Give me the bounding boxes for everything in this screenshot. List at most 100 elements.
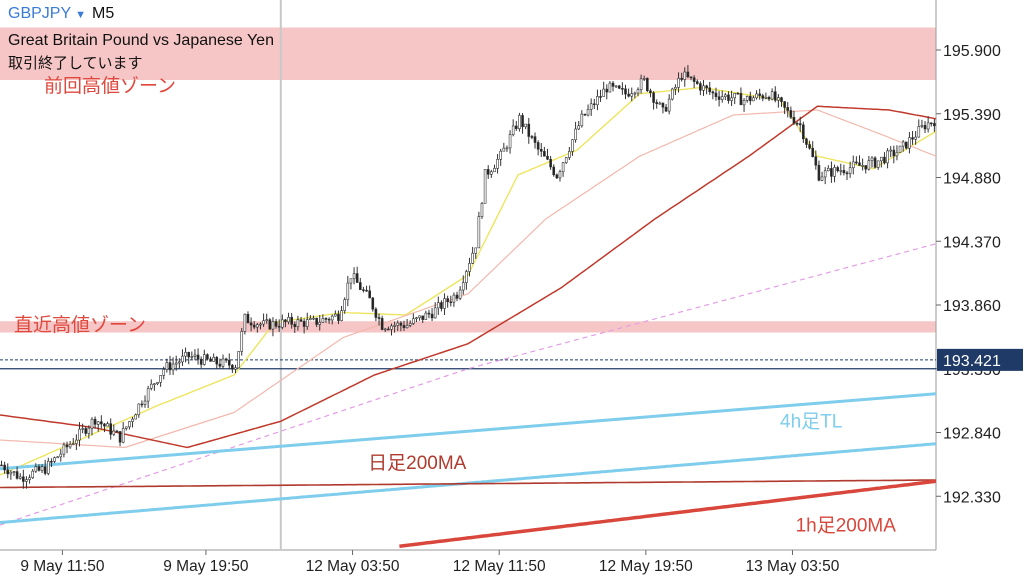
- candle-body: [627, 93, 630, 97]
- triangle-down-icon[interactable]: ▼: [75, 9, 87, 21]
- annotation-0: 4h足TL: [780, 412, 842, 433]
- candle-body: [78, 428, 81, 441]
- candle-body: [926, 122, 930, 130]
- candle-body: [739, 93, 743, 106]
- candle-body: [224, 358, 228, 361]
- candle-body: [630, 93, 634, 97]
- y-tick-label: 195.900: [943, 43, 1001, 60]
- candle-body: [71, 443, 75, 445]
- candle-body: [755, 93, 758, 99]
- candle-body: [321, 318, 325, 323]
- candle-body: [767, 96, 771, 100]
- candle-body: [443, 298, 446, 309]
- candle-body: [452, 294, 456, 303]
- candle-body: [624, 88, 627, 95]
- symbol-label[interactable]: GBPJPY: [8, 5, 72, 22]
- candle-body: [795, 122, 799, 125]
- candle-body: [196, 354, 200, 360]
- candle-body: [895, 152, 899, 157]
- annotation-1: 日足200MA: [368, 453, 467, 474]
- candle-body: [15, 471, 19, 479]
- candle-body: [315, 317, 318, 325]
- candle-body: [3, 464, 6, 471]
- candle-body: [842, 170, 846, 174]
- candle-body: [524, 123, 527, 128]
- candle-body: [368, 290, 371, 299]
- candle-body: [159, 375, 162, 383]
- candle-body: [699, 83, 702, 91]
- candle-body: [252, 324, 256, 328]
- candle-body: [752, 97, 755, 102]
- timeframe-label[interactable]: M5: [92, 5, 115, 22]
- candle-body: [720, 96, 724, 100]
- candle-body: [337, 313, 340, 321]
- candle-body: [770, 91, 774, 100]
- candle-body: [805, 138, 808, 145]
- candle-body: [586, 109, 590, 116]
- candle-body: [302, 320, 306, 327]
- candle-body: [577, 125, 581, 130]
- candle-body: [218, 363, 222, 367]
- candle-body: [96, 421, 100, 425]
- candle-body: [346, 282, 350, 300]
- candle-body: [446, 298, 449, 303]
- candle-body: [811, 147, 815, 158]
- candle-body: [527, 123, 531, 137]
- candle-body: [636, 89, 640, 94]
- candle-body: [708, 87, 712, 93]
- candle-body: [465, 271, 468, 283]
- candle-body: [387, 328, 390, 331]
- candle-body: [820, 176, 824, 181]
- candle-body: [786, 107, 790, 111]
- candle-body: [733, 92, 737, 99]
- candle-body: [193, 354, 197, 357]
- candle-body: [596, 96, 599, 106]
- zone-label-1: 直近高値ゾーン: [14, 314, 146, 336]
- candle-body: [695, 81, 699, 84]
- candle-body: [178, 361, 181, 364]
- candle-body: [817, 164, 821, 181]
- candle-body: [633, 92, 637, 95]
- candle-body: [761, 95, 765, 99]
- candle-body: [340, 310, 343, 321]
- candle-body: [65, 444, 69, 448]
- candle-body: [908, 137, 911, 149]
- candle-body: [128, 421, 131, 428]
- candle-body: [483, 169, 487, 204]
- candle-body: [171, 363, 175, 371]
- candle-body: [773, 91, 777, 101]
- x-tick-label: 9 May 11:50: [20, 558, 105, 575]
- candle-body: [121, 428, 125, 443]
- candle-body: [649, 90, 652, 94]
- candle-body: [886, 150, 889, 164]
- candle-body: [546, 155, 549, 160]
- candle-body: [493, 168, 496, 173]
- candle-body: [62, 444, 66, 455]
- candle-body: [574, 128, 577, 141]
- candle-body: [873, 157, 877, 168]
- grid-layer: [0, 0, 937, 551]
- candle-body: [327, 318, 331, 321]
- candle-body: [262, 320, 265, 325]
- candle-body: [511, 125, 515, 135]
- candle-body: [561, 162, 565, 173]
- zone-band-0: [0, 27, 936, 80]
- candle-body: [667, 98, 671, 112]
- candle-body: [68, 444, 72, 448]
- candle-body: [206, 354, 209, 360]
- candle-body: [543, 151, 546, 157]
- symbol-header[interactable]: GBPJPY ▼ M5: [8, 5, 114, 23]
- annotation-2: 1h足200MA: [796, 515, 897, 536]
- candle-body: [330, 315, 334, 321]
- candle-body: [745, 96, 749, 101]
- series-ma200_1h: [399, 479, 937, 548]
- candle-body: [390, 325, 393, 330]
- candle-body: [243, 313, 247, 332]
- candle-body: [589, 103, 593, 110]
- candle-body: [933, 123, 936, 127]
- candle-body: [296, 319, 300, 328]
- candle-body: [168, 362, 172, 371]
- candle-body: [855, 161, 858, 164]
- series-ma_m5_200: [0, 105, 937, 449]
